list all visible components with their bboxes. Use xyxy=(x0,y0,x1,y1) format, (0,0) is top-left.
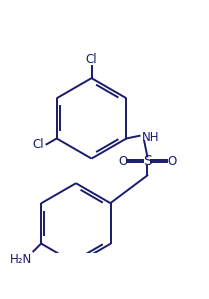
Text: H₂N: H₂N xyxy=(10,253,32,266)
Text: S: S xyxy=(143,154,152,168)
Text: NH: NH xyxy=(142,131,160,144)
Text: O: O xyxy=(167,155,177,168)
Text: O: O xyxy=(118,155,127,168)
Text: Cl: Cl xyxy=(32,138,44,151)
Text: Cl: Cl xyxy=(86,53,97,66)
